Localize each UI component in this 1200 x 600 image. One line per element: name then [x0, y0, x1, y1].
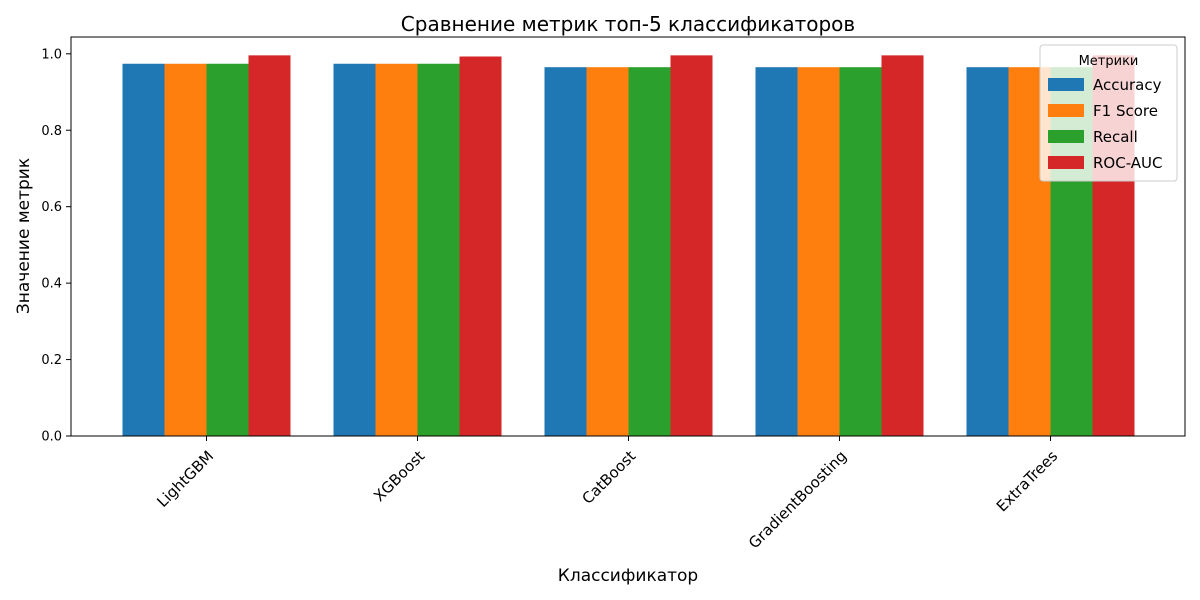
bar — [586, 67, 629, 436]
bar — [164, 63, 207, 437]
y-tick-label: 0.6 — [41, 200, 62, 215]
legend-label: ROC-AUC — [1093, 154, 1163, 172]
bar — [459, 56, 502, 436]
chart-title: Сравнение метрик топ-5 классификаторов — [401, 12, 855, 36]
x-tick-label: LightGBM — [153, 447, 217, 511]
y-tick-label: 0.8 — [41, 124, 62, 139]
legend: Метрики Accuracy F1 Score Recall ROC-AUC — [1039, 44, 1178, 182]
legend-label: Accuracy — [1093, 76, 1162, 94]
y-axis: 0.0 0.2 0.4 0.6 0.8 1.0 — [41, 47, 71, 445]
y-axis-label: Значение метрик — [14, 158, 34, 314]
legend-swatch — [1048, 78, 1084, 91]
legend-swatch — [1048, 104, 1084, 117]
bar — [333, 63, 376, 437]
y-tick-label: 0.2 — [41, 353, 62, 368]
plot-frame — [70, 36, 1186, 437]
bar — [375, 63, 418, 437]
bar — [966, 67, 1009, 436]
x-axis: LightGBM XGBoost CatBoost GradientBoosting E… — [153, 436, 1061, 552]
legend-swatch — [1048, 156, 1084, 169]
bar — [544, 67, 587, 436]
bar — [248, 55, 291, 437]
bars — [122, 55, 1135, 437]
bar — [417, 63, 460, 437]
y-tick-label: 0.4 — [41, 277, 62, 292]
x-tick-label: XGBoost — [370, 447, 428, 505]
y-tick-label: 0.0 — [41, 430, 62, 445]
bar — [881, 55, 924, 437]
x-tick-label: GradientBoosting — [745, 447, 850, 552]
bar — [206, 63, 249, 437]
x-tick-label: CatBoost — [579, 447, 640, 508]
legend-title: Метрики — [1079, 54, 1139, 69]
bar — [839, 67, 882, 436]
bar — [670, 55, 713, 437]
legend-swatch — [1048, 130, 1084, 143]
bar — [122, 63, 165, 437]
bar — [628, 67, 671, 436]
y-tick-label: 1.0 — [41, 47, 62, 62]
x-axis-label: Классификатор — [558, 566, 698, 586]
x-tick-label: ExtraTrees — [993, 447, 1061, 515]
bar — [755, 67, 798, 436]
bar — [797, 67, 840, 436]
legend-label: F1 Score — [1093, 102, 1158, 120]
legend-label: Recall — [1093, 128, 1138, 146]
